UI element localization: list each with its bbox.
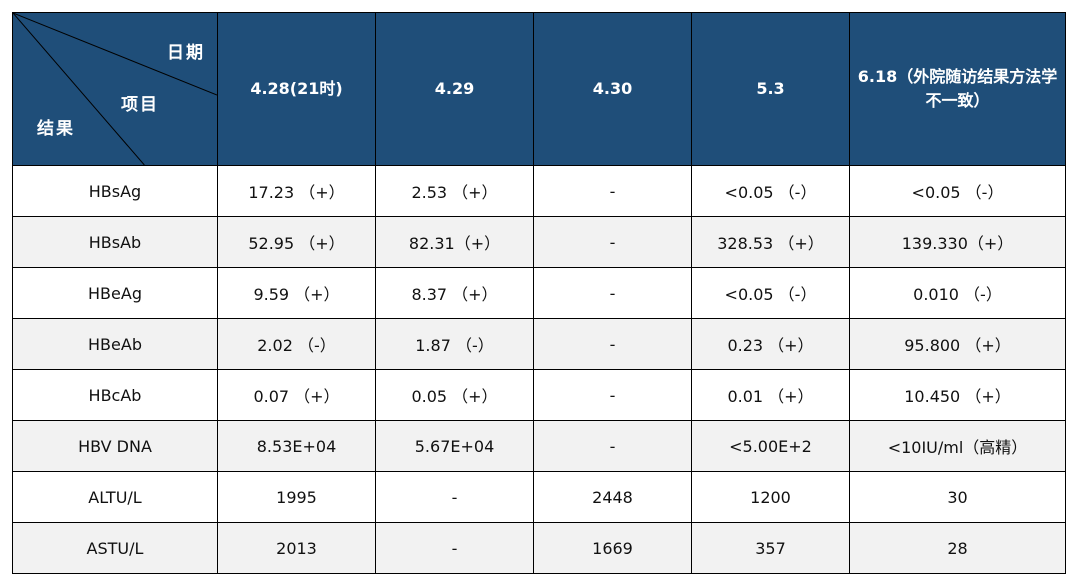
header-row: 日期 项目 结果 4.28(21时) 4.29 4.30 5.3 6.18（外院… [12, 12, 1066, 166]
table-row: ALTU/L 1995 - 2448 1200 30 [12, 471, 1066, 523]
item-axis-label: 项目 [121, 95, 159, 115]
table-cell: 95.800 （+） [849, 318, 1066, 370]
column-header-date-1: 4.28(21时) [217, 12, 376, 166]
table-cell: - [375, 471, 534, 523]
table-cell: - [533, 369, 692, 421]
table-cell: 139.330（+） [849, 216, 1066, 268]
table-cell: 0.01 （+） [691, 369, 850, 421]
table-cell: 0.05 （+） [375, 369, 534, 421]
row-label: HBcAb [12, 369, 218, 421]
column-header-date-5-text: 6.18（外院随访结果方法学不一致） [857, 67, 1058, 110]
table-cell: 10.450 （+） [849, 369, 1066, 421]
table-cell: 2.53 （+） [375, 165, 534, 217]
table-cell: - [533, 267, 692, 319]
column-header-date-5: 6.18（外院随访结果方法学不一致） [849, 12, 1066, 166]
table-row: HBeAg 9.59 （+） 8.37 （+） - <0.05 （-） 0.01… [12, 267, 1066, 319]
table-cell: 328.53 （+） [691, 216, 850, 268]
table-cell: 0.010 （-） [849, 267, 1066, 319]
table-cell: 1.87 （-） [375, 318, 534, 370]
table-cell: 30 [849, 471, 1066, 523]
table-cell: - [533, 165, 692, 217]
table-cell: 0.07 （+） [217, 369, 376, 421]
table-row: HBV DNA 8.53E+04 5.67E+04 - <5.00E+2 <10… [12, 420, 1066, 472]
table-cell: 357 [691, 522, 850, 574]
row-label: ASTU/L [12, 522, 218, 574]
table-cell: <0.05 （-） [691, 267, 850, 319]
table-cell: 8.53E+04 [217, 420, 376, 472]
table-cell: 1995 [217, 471, 376, 523]
column-header-date-2: 4.29 [375, 12, 534, 166]
table-row: HBcAb 0.07 （+） 0.05 （+） - 0.01 （+） 10.45… [12, 369, 1066, 421]
column-header-date-4: 5.3 [691, 12, 850, 166]
table-cell: 0.23 （+） [691, 318, 850, 370]
table-row: HBeAb 2.02 （-） 1.87 （-） - 0.23 （+） 95.80… [12, 318, 1066, 370]
table-row: ASTU/L 2013 - 1669 357 28 [12, 522, 1066, 574]
table-cell: <0.05 （-） [691, 165, 850, 217]
row-label: HBV DNA [12, 420, 218, 472]
table-cell: 2448 [533, 471, 692, 523]
table-cell: 8.37 （+） [375, 267, 534, 319]
table-cell: 28 [849, 522, 1066, 574]
table-cell: <10IU/ml（高精） [849, 420, 1066, 472]
row-label: HBeAb [12, 318, 218, 370]
table-cell: 5.67E+04 [375, 420, 534, 472]
table-cell: - [533, 216, 692, 268]
row-label: HBsAg [12, 165, 218, 217]
table-row: HBsAb 52.95 （+） 82.31（+） - 328.53 （+） 13… [12, 216, 1066, 268]
table-cell: 17.23 （+） [217, 165, 376, 217]
row-label: HBsAb [12, 216, 218, 268]
table-cell: 82.31（+） [375, 216, 534, 268]
table-cell: 9.59 （+） [217, 267, 376, 319]
table-cell: - [533, 318, 692, 370]
row-label: ALTU/L [12, 471, 218, 523]
results-table: 日期 项目 结果 4.28(21时) 4.29 4.30 5.3 6.18（外院… [12, 12, 1066, 574]
table-cell: - [533, 420, 692, 472]
diagonal-lines [13, 13, 217, 165]
table-cell: <0.05 （-） [849, 165, 1066, 217]
table-cell: 2013 [217, 522, 376, 574]
table-cell: 1200 [691, 471, 850, 523]
date-axis-label: 日期 [167, 43, 205, 63]
table-cell: - [375, 522, 534, 574]
table-cell: 2.02 （-） [217, 318, 376, 370]
table-cell: 52.95 （+） [217, 216, 376, 268]
row-label: HBeAg [12, 267, 218, 319]
table-cell: <5.00E+2 [691, 420, 850, 472]
result-axis-label: 结果 [37, 119, 75, 139]
column-header-date-3: 4.30 [533, 12, 692, 166]
corner-header-cell: 日期 项目 结果 [12, 12, 218, 166]
table-row: HBsAg 17.23 （+） 2.53 （+） - <0.05 （-） <0.… [12, 165, 1066, 217]
table-cell: 1669 [533, 522, 692, 574]
